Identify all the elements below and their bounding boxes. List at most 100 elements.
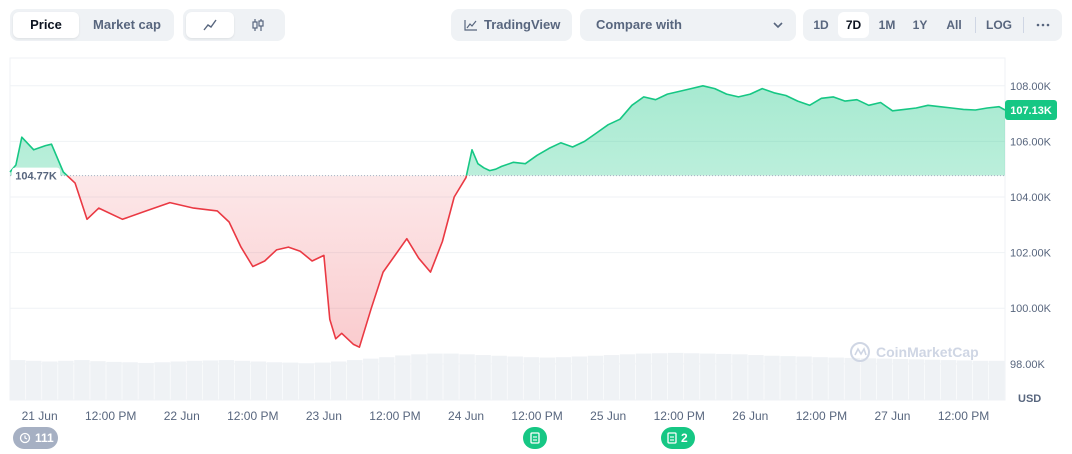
volume-bar bbox=[716, 353, 732, 400]
x-tick-label: 27 Jun bbox=[874, 409, 910, 423]
volume-bar bbox=[363, 358, 379, 400]
line-chart-icon bbox=[203, 19, 217, 31]
range-1y[interactable]: 1Y bbox=[912, 18, 928, 32]
x-tick-label: 12:00 PM bbox=[654, 409, 705, 423]
more-options-button[interactable] bbox=[1028, 12, 1058, 38]
x-tick-label: 24 Jun bbox=[448, 409, 484, 423]
chevron-down-icon bbox=[773, 22, 783, 29]
watermark: CoinMarketCap bbox=[850, 342, 979, 362]
history-icon bbox=[19, 432, 31, 444]
currency-label: USD bbox=[1018, 393, 1041, 405]
tradingview-chart-icon bbox=[464, 20, 477, 31]
x-tick-label: 12:00 PM bbox=[938, 409, 989, 423]
range-divider bbox=[975, 17, 976, 33]
volume-bar bbox=[603, 355, 620, 400]
volume-bar bbox=[732, 354, 748, 400]
tab-price[interactable]: Price bbox=[13, 12, 79, 38]
volume-bar bbox=[58, 360, 74, 400]
volume-bar bbox=[972, 360, 989, 400]
volume-bar bbox=[780, 356, 796, 400]
x-tick-label: 12:00 PM bbox=[796, 409, 847, 423]
line-chart-button[interactable] bbox=[186, 12, 234, 38]
more-horizontal-icon bbox=[1036, 23, 1050, 27]
candlestick-chart-button[interactable] bbox=[234, 12, 282, 38]
compare-with-select[interactable]: Compare with bbox=[580, 9, 796, 41]
log-scale-button[interactable]: LOG bbox=[986, 18, 1012, 32]
volume-bar bbox=[330, 361, 347, 400]
compare-with-label: Compare with bbox=[596, 17, 682, 32]
news-events-count: 2 bbox=[681, 431, 688, 445]
volume-bar bbox=[42, 361, 58, 400]
volume-bar bbox=[539, 357, 556, 400]
volume-bar bbox=[619, 354, 636, 400]
coinmarketcap-logo-mark bbox=[854, 347, 867, 356]
history-count: 111 bbox=[35, 431, 54, 445]
volume-bar bbox=[154, 362, 170, 400]
x-tick-label: 12:00 PM bbox=[85, 409, 136, 423]
volume-bar bbox=[684, 353, 700, 400]
volume-bar bbox=[170, 361, 186, 400]
baseline-price-label: 104.77K bbox=[15, 171, 57, 183]
volume-bar bbox=[507, 356, 523, 400]
document-icon bbox=[667, 432, 677, 444]
y-tick-label: 102.00K bbox=[1010, 248, 1052, 260]
y-tick-label: 106.00K bbox=[1010, 136, 1052, 148]
y-tick-label: 98.00K bbox=[1010, 359, 1046, 371]
price-line-above-baseline bbox=[9, 85, 1006, 176]
volume-bar bbox=[250, 361, 267, 400]
volume-bar bbox=[828, 357, 844, 400]
volume-bar bbox=[74, 360, 90, 400]
range-all[interactable]: All bbox=[946, 18, 962, 32]
x-tick-label: 12:00 PM bbox=[511, 409, 562, 423]
volume-bar bbox=[218, 360, 235, 400]
volume-bar bbox=[587, 355, 604, 400]
volume-bar bbox=[764, 355, 780, 400]
volume-bar bbox=[427, 353, 443, 400]
range-1d[interactable]: 1D bbox=[813, 18, 829, 32]
baseline-price-badge bbox=[12, 167, 60, 184]
volume-bar bbox=[812, 357, 828, 400]
volume-bar bbox=[988, 360, 1005, 400]
current-price-badge bbox=[1005, 99, 1057, 120]
history-events-badge[interactable]: 111 bbox=[13, 427, 58, 449]
volume-bar bbox=[138, 362, 154, 400]
volume-bar bbox=[844, 357, 860, 400]
volume-bar bbox=[635, 353, 652, 400]
x-tick-label: 26 Jun bbox=[732, 409, 768, 423]
volume-bar bbox=[395, 355, 411, 400]
volume-bar bbox=[459, 354, 475, 400]
x-tick-label: 12:00 PM bbox=[227, 409, 278, 423]
price-mcap-toggle: Price Market cap bbox=[10, 9, 174, 41]
volume-bar bbox=[491, 355, 507, 400]
volume-bar bbox=[411, 354, 427, 400]
chart-type-toggle bbox=[183, 9, 285, 41]
volume-bar bbox=[748, 355, 764, 400]
volume-bar bbox=[90, 361, 106, 400]
volume-bar bbox=[10, 360, 26, 400]
volume-bar bbox=[475, 355, 491, 400]
volume-bar bbox=[860, 358, 877, 400]
volume-bar bbox=[314, 362, 331, 400]
volume-bar bbox=[234, 360, 251, 400]
price-area-above-baseline bbox=[10, 85, 1005, 176]
news-event-badge[interactable] bbox=[523, 427, 547, 449]
news-events-badge[interactable]: 2 bbox=[661, 427, 695, 449]
range-7d[interactable]: 7D bbox=[838, 12, 869, 38]
volume-bar bbox=[924, 359, 941, 400]
tab-market-cap[interactable]: Market cap bbox=[93, 17, 161, 32]
volume-bar bbox=[876, 358, 893, 400]
volume-bar bbox=[347, 360, 363, 400]
tradingview-button[interactable]: TradingView bbox=[451, 9, 572, 41]
volume-bar bbox=[26, 360, 42, 400]
volume-bar bbox=[940, 360, 957, 400]
volume-bar bbox=[667, 352, 684, 400]
y-tick-label: 108.00K bbox=[1010, 81, 1052, 93]
volume-bar bbox=[956, 360, 973, 400]
range-divider bbox=[1023, 17, 1024, 33]
range-1m[interactable]: 1M bbox=[878, 18, 896, 32]
volume-bar bbox=[202, 360, 219, 400]
volume-bar bbox=[651, 353, 668, 400]
volume-bar bbox=[571, 356, 588, 400]
price-area-below-baseline bbox=[67, 175, 467, 348]
